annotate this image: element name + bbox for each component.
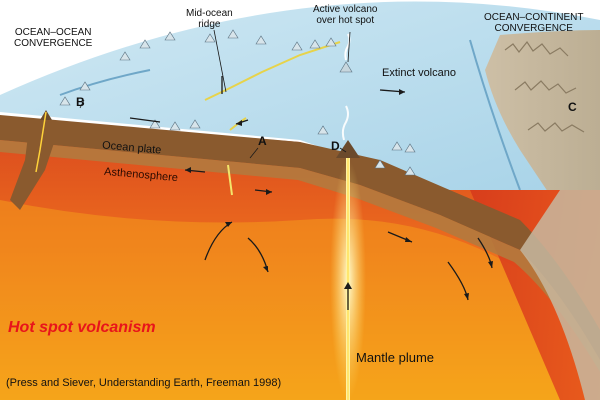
ocean-continent-line-1: OCEAN–CONTINENT — [484, 12, 584, 23]
continent — [485, 30, 600, 210]
trench-left — [59, 69, 151, 96]
ocean-plate — [0, 115, 600, 360]
marker-c: C — [568, 100, 577, 114]
active-volcano — [336, 140, 360, 158]
subducting-plate-left — [10, 120, 60, 210]
ocean-continent-convergence-label: OCEAN–CONTINENT CONVERGENCE — [484, 12, 583, 34]
seamounts — [59, 29, 416, 176]
mid-ocean-ridge-line-2: ridge — [198, 19, 221, 30]
mid-ocean-ridge-line-1: Mid-ocean — [186, 8, 233, 19]
active-volcano-line-1: Active volcano — [313, 4, 378, 15]
ocean-ocean-line-1: OCEAN–OCEAN — [14, 27, 92, 38]
figure-title: Hot spot volcanism — [8, 319, 156, 336]
ocean-continent-line-2: CONVERGENCE — [494, 23, 573, 34]
figure-credit: (Press and Siever, Understanding Earth, … — [6, 377, 282, 389]
ocean-surface — [0, 1, 600, 191]
active-volcano-line-2: over hot spot — [316, 15, 375, 26]
mid-ocean-ridge-label: Mid-ocean ridge — [186, 8, 233, 30]
mantle-plume-label: Mantle plume — [356, 350, 435, 365]
marker-a: A — [258, 134, 267, 148]
marker-b: B — [76, 95, 85, 109]
ocean-ocean-convergence-label: OCEAN–OCEAN CONVERGENCE — [14, 27, 92, 49]
extinct-volcano-label: Extinct volcano — [382, 67, 456, 79]
trench-right — [469, 39, 521, 191]
ocean-ocean-line-2: CONVERGENCE — [14, 38, 93, 49]
marker-d: D — [331, 139, 340, 153]
active-volcano-label: Active volcano over hot spot — [313, 4, 377, 26]
